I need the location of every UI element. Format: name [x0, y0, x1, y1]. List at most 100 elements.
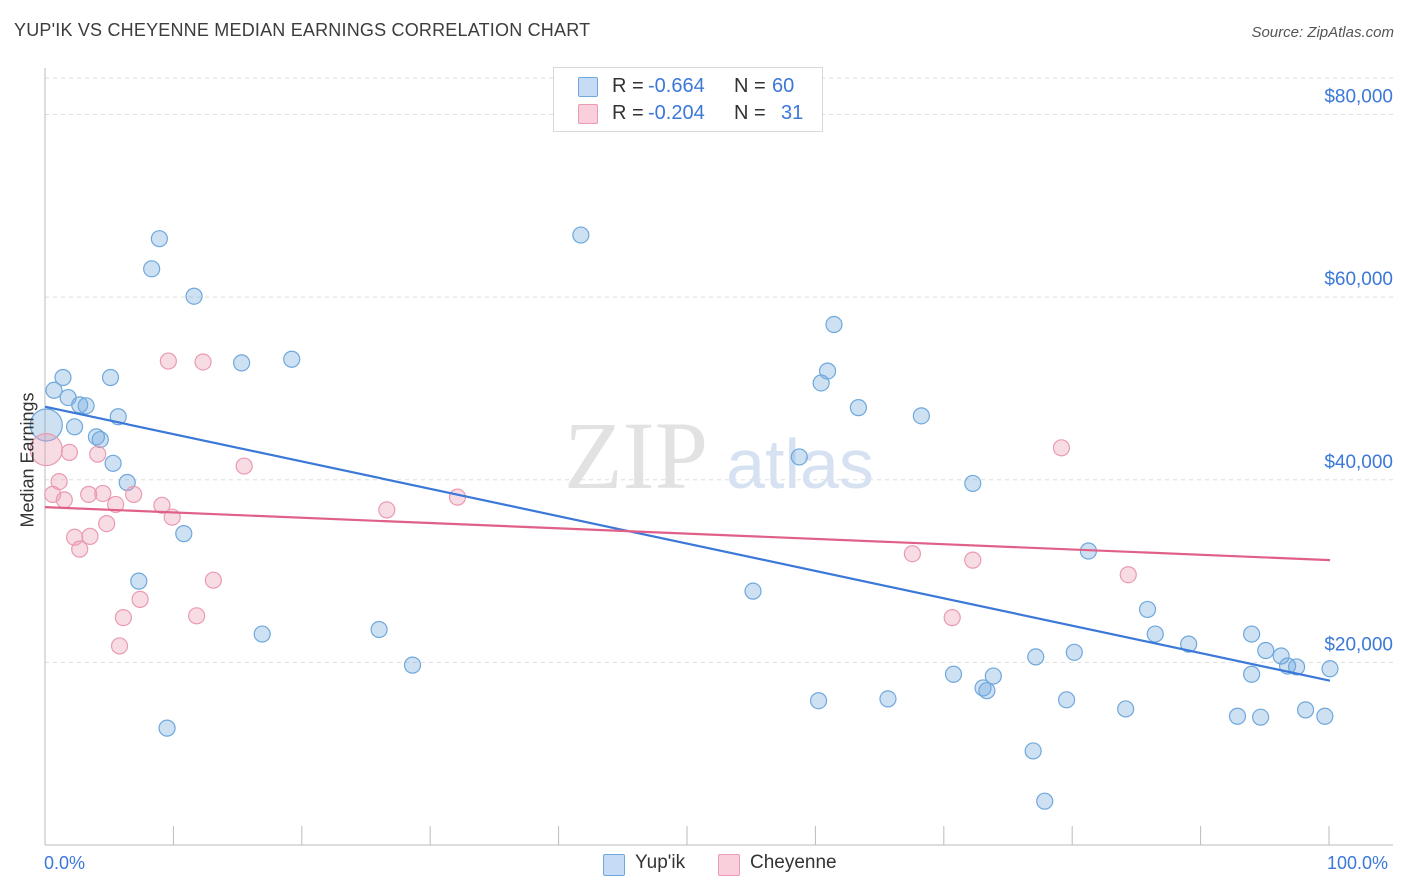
- cheyenne-point: [159, 352, 177, 370]
- yupik-point: [912, 407, 930, 425]
- yupik-point: [964, 474, 982, 493]
- y-axis-label: Median Earnings: [17, 392, 38, 528]
- y-tick-label: $40,000: [1324, 452, 1393, 473]
- yupik-point: [130, 572, 148, 590]
- x-axis-min-label: 0.0%: [44, 853, 86, 873]
- yupik-point: [283, 350, 301, 368]
- cheyenne-point: [194, 353, 212, 371]
- yupik-point: [150, 230, 168, 248]
- cheyenne-trend-line: [44, 506, 1331, 562]
- yupik-point: [879, 690, 897, 708]
- legend-n-label: N =: [734, 102, 766, 124]
- yupik-point: [71, 396, 89, 414]
- watermark-zip: ZIP: [564, 402, 708, 509]
- yupik-point: [978, 682, 996, 700]
- yupik-point: [45, 381, 63, 399]
- yupik-point: [77, 397, 95, 415]
- legend-r-label: R =: [612, 75, 644, 97]
- cheyenne-point: [235, 457, 253, 475]
- y-tick-label: $60,000: [1324, 269, 1393, 290]
- cheyenne-point: [378, 501, 396, 519]
- cheyenne-point: [153, 496, 171, 514]
- cheyenne-point: [1119, 566, 1137, 584]
- yupik-point: [1316, 707, 1334, 725]
- cheyenne-point: [125, 485, 143, 503]
- yupik-point: [809, 692, 828, 710]
- cheyenne-point: [98, 514, 116, 533]
- chart-title: YUP'IK VS CHEYENNE MEDIAN EARNINGS CORRE…: [14, 20, 591, 40]
- cheyenne-point: [71, 540, 89, 558]
- yupik-point: [1027, 648, 1045, 666]
- yupik-point: [1243, 625, 1261, 643]
- legend-n-value-cheyenne: 31: [781, 102, 804, 124]
- yupik-point: [944, 665, 963, 683]
- bottom-legend-swatch-yupik: [603, 854, 625, 876]
- cheyenne-point: [81, 527, 99, 545]
- yupik-trend-line: [44, 405, 1331, 682]
- yupik-point: [1321, 660, 1339, 678]
- y-tick-label: $80,000: [1324, 87, 1393, 108]
- axes: [44, 68, 1393, 846]
- x-axis-max-label: 100.0%: [1327, 853, 1389, 873]
- yupik-point: [572, 226, 590, 244]
- cheyenne-point: [131, 590, 149, 608]
- yupik-point: [1065, 643, 1083, 661]
- y-tick-label: $20,000: [1324, 634, 1393, 655]
- bottom-legend-label-cheyenne: Cheyenne: [750, 852, 837, 873]
- cheyenne-point: [94, 484, 112, 503]
- cheyenne-point: [110, 637, 129, 655]
- legend-swatch-cheyenne: [578, 104, 598, 124]
- yupik-point: [175, 525, 193, 543]
- yupik-point: [1117, 700, 1135, 718]
- data-points: [29, 226, 1339, 810]
- cheyenne-point: [107, 495, 125, 514]
- cheyenne-point: [50, 472, 68, 491]
- legend-swatch-yupik: [578, 77, 598, 97]
- watermark-atlas: atlas: [726, 425, 874, 503]
- cheyenne-point: [89, 445, 107, 463]
- yupik-point: [984, 667, 1002, 685]
- yupik-point: [233, 354, 251, 372]
- yupik-point: [185, 287, 203, 305]
- cheyenne-point: [903, 545, 921, 563]
- cheyenne-point: [1052, 439, 1071, 457]
- yupik-point: [29, 408, 63, 442]
- yupik-point: [1296, 701, 1315, 719]
- yupik-point: [253, 625, 271, 643]
- y-tick-labels: $20,000 $40,000 $60,000 $80,000: [1324, 87, 1393, 656]
- yupik-point: [1180, 635, 1198, 653]
- legend-r-value-yupik: -0.664: [648, 75, 705, 97]
- legend-n-label: N =: [734, 75, 766, 97]
- yupik-point: [370, 620, 388, 639]
- yupik-point: [1146, 625, 1164, 643]
- cheyenne-point: [448, 488, 467, 506]
- yupik-point: [790, 448, 808, 466]
- cheyenne-point: [55, 491, 73, 509]
- yupik-point: [1057, 691, 1076, 709]
- yupik-point: [1228, 707, 1247, 725]
- yupik-point: [158, 719, 176, 737]
- correlation-legend: R = -0.664 N = 60 R = -0.204 N = 31: [553, 67, 823, 132]
- yupik-point: [54, 368, 72, 387]
- cheyenne-point: [114, 609, 132, 627]
- cheyenne-point: [204, 571, 222, 589]
- cheyenne-point: [188, 607, 206, 625]
- bottom-legend-swatch-cheyenne: [718, 854, 740, 876]
- yupik-point: [744, 582, 762, 600]
- yupik-point: [1252, 708, 1270, 726]
- cheyenne-point: [964, 551, 982, 569]
- legend-n-value-yupik: 60: [772, 75, 795, 97]
- yupik-point: [1036, 792, 1054, 810]
- yupik-point: [825, 315, 843, 334]
- yupik-point: [101, 368, 120, 387]
- yupik-point: [65, 418, 84, 436]
- bottom-legend-label-yupik: Yup'ik: [635, 852, 686, 873]
- yupik-point: [403, 656, 422, 674]
- yupik-point: [143, 260, 161, 278]
- cheyenne-point: [943, 609, 961, 627]
- yupik-point: [818, 362, 837, 380]
- yupik-point: [1243, 665, 1261, 683]
- source-credit: Source: ZipAtlas.com: [1251, 24, 1394, 41]
- yupik-point: [1287, 658, 1306, 676]
